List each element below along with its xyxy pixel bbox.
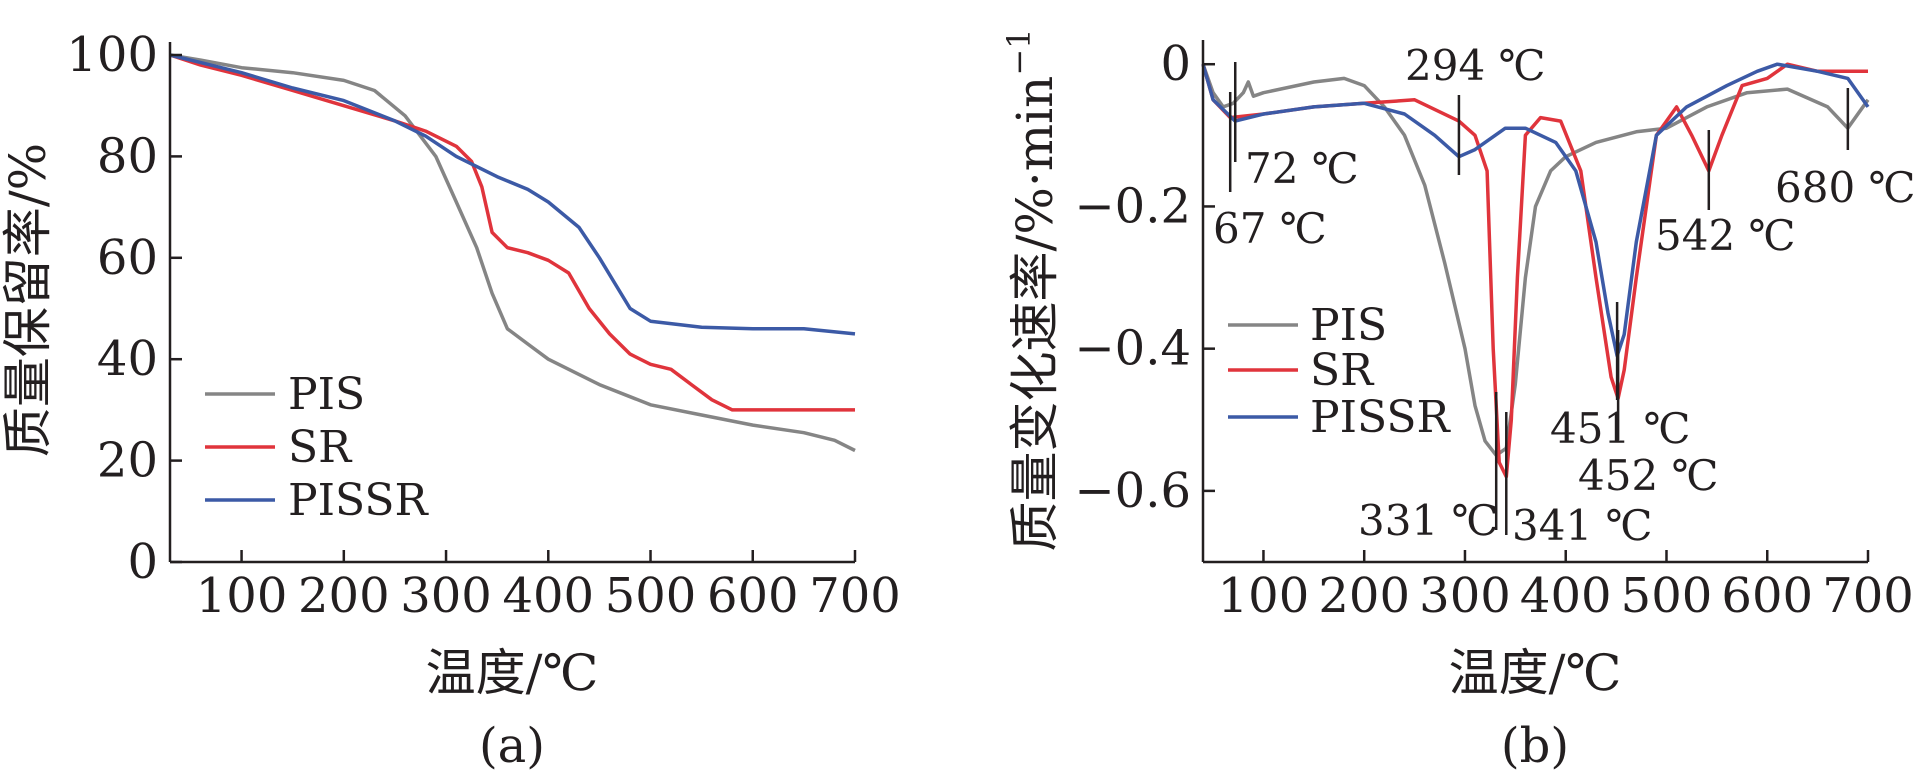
chart-b-series [1201, 62, 1870, 479]
y-tick-label: 40 [97, 331, 158, 387]
y-tick-label: 20 [97, 433, 158, 489]
x-tick-label: 200 [298, 568, 390, 624]
y-tick-label: 100 [66, 27, 158, 83]
annotation-label: 294 ℃ [1405, 41, 1546, 90]
chart-b-series-line-pis [1201, 63, 1870, 458]
chart-b: 0 −0.2 −0.4 −0.6 100 200 300 400 500 600 700 67 ℃… [1000, 28, 1916, 774]
y-tick-label: 60 [97, 230, 158, 286]
x-tick-label: 700 [1822, 568, 1914, 624]
annotation-label: 542 ℃ [1655, 211, 1796, 260]
chart-a-legend: PIS SR PISSR [205, 369, 429, 526]
chart-b-legend: PIS SR PISSR [1228, 300, 1451, 443]
chart-a-x-ticks: 100 200 300 400 500 600 700 [196, 550, 901, 624]
chart-a-x-axis-label: 温度/℃ [426, 644, 599, 702]
y-tick-label: −0.4 [1074, 321, 1191, 377]
chart-a-legend-label-pissr: PISSR [288, 475, 429, 526]
x-tick-label: 400 [502, 568, 594, 624]
chart-b-x-axis-label: 温度/℃ [1449, 644, 1622, 702]
x-tick-label: 300 [400, 568, 492, 624]
annotation-label: 680 ℃ [1775, 163, 1916, 212]
x-tick-label: 100 [196, 568, 288, 624]
chart-a-legend-label-sr: SR [288, 422, 353, 473]
chart-b-y-ticks: 0 −0.2 −0.4 −0.6 [1074, 36, 1215, 519]
annotation-label: 72 ℃ [1245, 144, 1359, 193]
x-tick-label: 200 [1318, 568, 1410, 624]
chart-b-legend-label-sr: SR [1310, 345, 1375, 396]
chart-b-panel-label: (b) [1501, 718, 1569, 774]
chart-a-series [169, 53, 856, 453]
chart-a-series-line-sr [169, 53, 855, 412]
chart-b-x-ticks: 100 200 300 400 500 600 700 [1218, 550, 1914, 624]
chart-b-y-axis-label: 质量变化速率/%·min−1 [1000, 28, 1064, 551]
annotation-label: 452 ℃ [1578, 451, 1719, 500]
annotation-label: 451 ℃ [1550, 404, 1691, 453]
chart-a-y-axis-label: 质量保留率/% [0, 143, 57, 457]
x-tick-label: 100 [1218, 568, 1310, 624]
annotation-label: 67 ℃ [1213, 204, 1327, 253]
chart-a-legend-label-pis: PIS [288, 369, 365, 420]
chart-a-series-line-pissr [169, 53, 856, 336]
chart-b-series-line-pissr [1201, 62, 1870, 358]
y-tick-label: −0.6 [1074, 463, 1191, 519]
chart-a-panel-label: (a) [479, 718, 545, 774]
chart-b-legend-label-pissr: PISSR [1310, 392, 1451, 443]
x-tick-label: 700 [809, 568, 901, 624]
x-tick-label: 500 [605, 568, 697, 624]
chart-a-y-ticks: 0 20 40 60 80 100 [66, 27, 182, 590]
annotation-label: 331 ℃ [1358, 496, 1499, 545]
chart-a-series-line-pis [169, 53, 856, 453]
chart-b-legend-label-pis: PIS [1310, 300, 1387, 351]
y-tick-label: 0 [127, 534, 158, 590]
x-tick-label: 400 [1520, 568, 1612, 624]
x-tick-label: 600 [1721, 568, 1813, 624]
x-tick-label: 300 [1419, 568, 1511, 624]
chart-b-series-line-sr [1201, 62, 1868, 479]
y-tick-label: 80 [97, 128, 158, 184]
y-tick-label: −0.2 [1074, 178, 1191, 234]
x-tick-label: 600 [707, 568, 799, 624]
x-tick-label: 500 [1621, 568, 1713, 624]
y-tick-label: 0 [1160, 36, 1191, 92]
annotation-label: 341 ℃ [1512, 501, 1653, 550]
